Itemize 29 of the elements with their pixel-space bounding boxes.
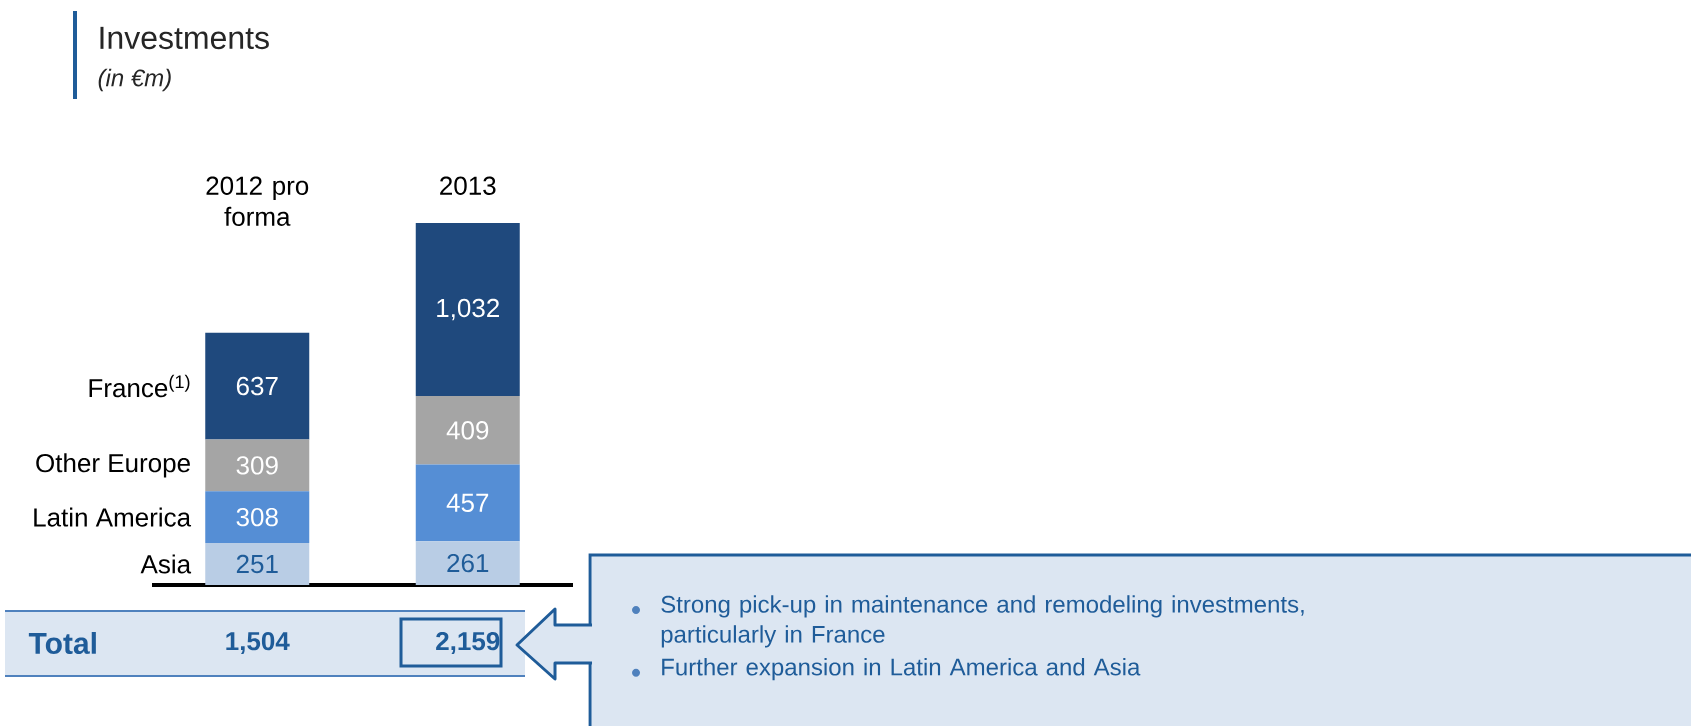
- chart-subtitle: (in €m): [98, 68, 171, 92]
- data-label: 251: [236, 554, 278, 574]
- text: Strong pick-up in maintenance and remodeling investments, particularly in France: [661, 595, 1304, 648]
- data-label: 308: [236, 507, 278, 527]
- data-label: 457: [446, 493, 489, 512]
- text: Further expansion in Latin America and Asia: [662, 657, 1141, 681]
- chart-title: Investments: [100, 26, 269, 50]
- data-label: 309: [236, 456, 278, 475]
- series-label: Asia: [140, 554, 192, 574]
- series-label: Latin America: [34, 507, 192, 527]
- bar: [205, 542, 310, 585]
- data-label: 261: [447, 553, 489, 573]
- bar: [205, 491, 310, 543]
- data-label: 1,032: [437, 298, 499, 321]
- total-label: 2,159: [436, 631, 500, 655]
- x-tick-label: 2012 pro forma: [206, 176, 309, 226]
- data-label: 409: [446, 421, 489, 440]
- bar: [415, 464, 520, 542]
- bar: [415, 223, 520, 397]
- data-label: 637: [236, 376, 278, 396]
- bar: [205, 332, 310, 440]
- series-label: France$^{(1)}$: [89, 374, 190, 398]
- total-label: 1,504: [226, 631, 290, 655]
- x-tick-label: 2013: [440, 176, 496, 195]
- bar: [415, 541, 520, 585]
- bar: [415, 396, 520, 465]
- text: Total: [28, 631, 96, 655]
- series-label: Other Europe: [36, 453, 190, 478]
- bar: [205, 439, 310, 492]
